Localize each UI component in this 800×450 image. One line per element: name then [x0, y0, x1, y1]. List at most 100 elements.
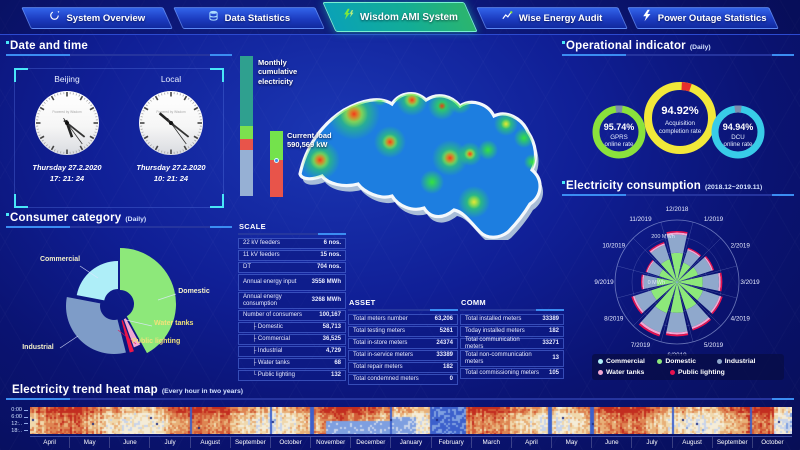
tab-power-outage-statistics[interactable]: Power Outage Statistics: [627, 7, 779, 29]
tab-wisdom-ami-system[interactable]: Wisdom AMI System: [322, 2, 478, 32]
svg-text:200 MWh: 200 MWh: [651, 234, 675, 240]
analog-clock: Powered by Wisdom: [35, 91, 99, 155]
svg-text:11/2019: 11/2019: [629, 216, 652, 223]
row-label: Total meters number: [353, 316, 408, 323]
bar-segment: [270, 160, 283, 197]
heatmap-month-label: March: [470, 437, 511, 448]
table-row: Total repair meters 182: [348, 362, 458, 373]
row-value: 24374: [436, 340, 453, 347]
panel-header: Operational indicator (Daily): [562, 40, 794, 52]
heatmap-month-label: July: [631, 437, 671, 448]
row-value: 58,713: [322, 324, 341, 331]
current-load-title: Current load: [287, 131, 332, 140]
table-row: ├ Domestic 58,713: [238, 322, 346, 333]
row-value: 15 nos.: [320, 252, 341, 259]
heatmap-month-label: August: [189, 437, 230, 448]
row-value: 33389: [542, 316, 559, 323]
row-value: 105: [548, 370, 559, 377]
row-value: 63,206: [434, 316, 453, 323]
heatmap-y-label: 6:00: [4, 414, 28, 421]
svg-text:5/2019: 5/2019: [704, 342, 724, 349]
table-row: Total communication meters 33271: [460, 337, 564, 350]
chart-legend: Commercial Domestic Industrial Water tanks P…: [592, 354, 784, 380]
legend-item-public-lighting: Public lighting: [670, 369, 742, 376]
row-label: Number of consumers: [243, 312, 303, 319]
table-title: ASSET: [349, 298, 376, 307]
table-row: ├ Water tanks 68: [238, 358, 346, 369]
heatmap-month-axis: April May June July August September October No…: [30, 436, 792, 448]
row-value: 0: [449, 376, 453, 383]
analog-clock: Powered by Wisdom: [139, 91, 203, 155]
panel-subtitle: (Daily): [125, 216, 147, 223]
consumption-rose-chart: 12/20181/20192/20193/20194/20195/20196/2…: [594, 206, 760, 356]
tab-content: System Overview: [26, 7, 168, 29]
legend-dot: [716, 359, 722, 364]
table-row: Total commissioning meters 105: [460, 368, 564, 379]
heatmap-y-label: 12:..: [4, 421, 28, 428]
header-underline: [562, 54, 794, 56]
clock-local: Local Powered by Wisdom Thursday 27.2.2020…: [119, 69, 223, 207]
table-row: └ Public lighting 132: [238, 370, 346, 381]
tab-label: Data Statistics: [224, 12, 291, 24]
tab-data-statistics[interactable]: Data Statistics: [172, 7, 325, 29]
svg-text:1/2019: 1/2019: [704, 216, 724, 223]
table-underline: [348, 309, 458, 311]
svg-text:Acquisition: Acquisition: [665, 120, 695, 127]
pie-label-commercial: Commercial: [39, 256, 81, 263]
bar-segment: [270, 131, 283, 161]
legend-label: Industrial: [724, 358, 756, 365]
table-row: DT 704 nos.: [238, 262, 346, 273]
row-value: 68: [334, 360, 341, 367]
corner-dot: [562, 181, 565, 184]
corner-dot: [562, 41, 565, 44]
table-title: SCALE: [239, 222, 266, 231]
table-row: Total installed meters 33389: [460, 314, 564, 325]
panel-subtitle: (Every hour in two years): [161, 388, 244, 395]
row-label: └ Public lighting: [252, 372, 295, 379]
svg-text:9/2019: 9/2019: [594, 279, 614, 286]
svg-text:12/2018: 12/2018: [666, 206, 689, 213]
legend-label: Domestic: [665, 358, 696, 365]
tab-system-overview[interactable]: System Overview: [21, 7, 173, 29]
header-underline: [6, 226, 232, 228]
heatmap-y-axis: 0:00 6:00 12:.. 18:..: [4, 407, 28, 434]
pie-label-public-lighting: Public lighting: [132, 338, 181, 345]
clock-beijing: Beijing Powered by Wisdom Thursday 27.2.20…: [15, 69, 119, 207]
energy-audit-icon: [501, 9, 514, 27]
panel-electricity-consumption: Electricity consumption (2018.12~2019.11…: [562, 180, 794, 383]
heatmap-month-label: September: [229, 437, 270, 448]
panel-subtitle: (2018.12~2019.11): [704, 184, 763, 191]
clock-city-label: Beijing: [54, 74, 80, 84]
heatmap-month-label: October: [751, 437, 792, 448]
row-label: Total in-store meters: [353, 340, 408, 347]
bracket-corner: [14, 68, 28, 82]
row-value: 100,167: [319, 312, 341, 319]
legend-label: Public lighting: [678, 369, 725, 376]
system-overview-icon: [48, 9, 61, 27]
svg-text:0 MWh: 0 MWh: [648, 280, 665, 286]
row-label: Total condemned meters: [353, 376, 419, 383]
consumer-pie-chart: [59, 248, 177, 354]
table-row: Annual energy consumption 3268 MWh: [238, 292, 346, 309]
panel-operational-indicator: Operational indicator (Daily) 95.74% GPRS…: [562, 40, 794, 178]
heatmap-month-label: April: [510, 437, 551, 448]
row-value: 704 nos.: [316, 264, 341, 271]
legend-dot: [657, 359, 663, 364]
tab-wise-energy-audit[interactable]: Wise Energy Audit: [475, 7, 628, 29]
svg-text:3/2019: 3/2019: [740, 279, 760, 286]
row-value: 182: [548, 328, 559, 335]
pie-label-domestic: Domestic: [178, 288, 210, 295]
panel-header: Consumer category (Daily): [6, 212, 232, 224]
row-value: 132: [330, 372, 341, 379]
wisdom-ami-icon: [342, 8, 355, 26]
row-label: Annual energy input: [243, 279, 297, 286]
row-label: Annual energy consumption: [243, 293, 282, 307]
row-value: 3558 MWh: [311, 279, 341, 286]
row-value: 3268 MWh: [311, 297, 341, 304]
corner-dot: [6, 213, 9, 216]
svg-text:DCU: DCU: [731, 134, 744, 141]
heatmap-month-label: June: [591, 437, 631, 448]
heatmap-month-label: November: [310, 437, 350, 448]
clock-time: 10: 21: 24: [153, 174, 189, 183]
clocks-box: Beijing Powered by Wisdom Thursday 27.2.20…: [14, 68, 224, 208]
